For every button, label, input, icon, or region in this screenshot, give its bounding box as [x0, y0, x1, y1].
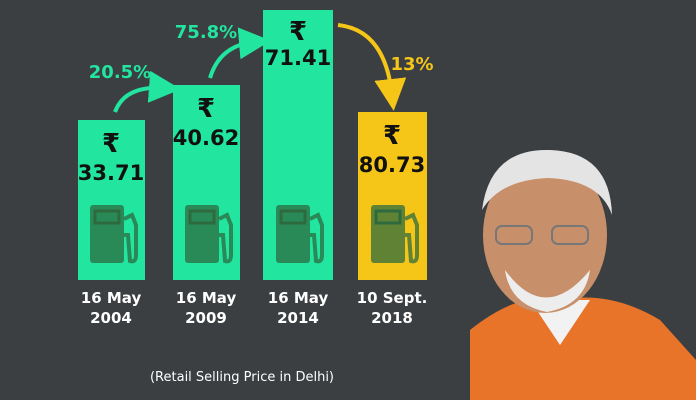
currency: ₹: [289, 17, 307, 47]
portrait: [470, 149, 696, 400]
date: 2018: [371, 309, 413, 327]
arrow: [208, 27, 271, 79]
date: 16 May: [268, 289, 329, 307]
footnote: (Retail Selling Price in Delhi): [150, 370, 334, 385]
change-label: 20.5%: [89, 62, 151, 83]
change-label: 75.8%: [175, 22, 237, 43]
arrow: [113, 70, 181, 113]
price: 71.41: [265, 46, 331, 70]
price: 40.62: [173, 126, 239, 150]
currency: ₹: [102, 129, 120, 159]
currency: ₹: [383, 121, 401, 151]
date: 16 May: [176, 289, 237, 307]
date: 2009: [185, 309, 227, 327]
price: 80.73: [359, 153, 425, 177]
arrow: [337, 23, 407, 111]
date: 10 Sept.: [357, 289, 428, 307]
date: 2004: [90, 309, 132, 327]
price: 33.71: [78, 161, 144, 185]
currency: ₹: [197, 94, 215, 124]
date: 16 May: [81, 289, 142, 307]
change-label: 13%: [390, 54, 433, 75]
date: 2014: [277, 309, 319, 327]
